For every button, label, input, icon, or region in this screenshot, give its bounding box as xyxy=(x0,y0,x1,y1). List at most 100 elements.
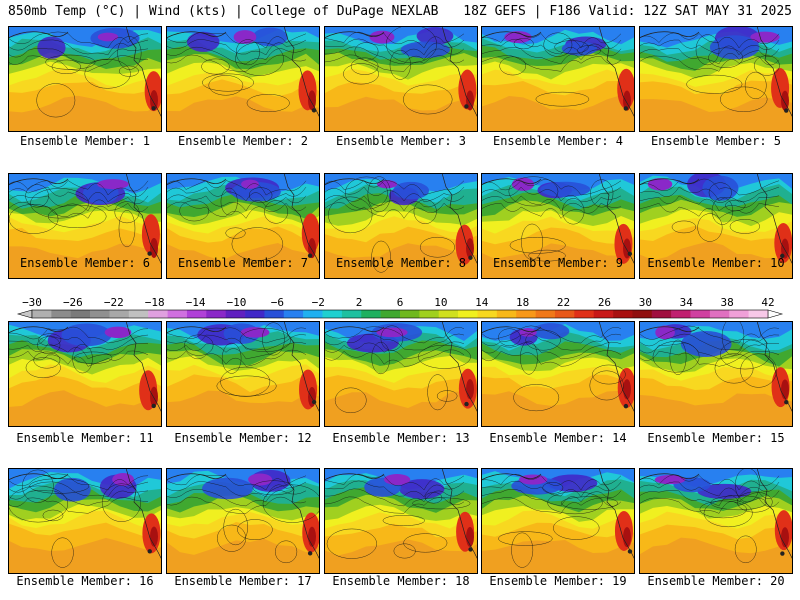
colorbar-tick-label: −10 xyxy=(227,296,247,309)
temperature-map xyxy=(166,173,320,279)
ensemble-map-panel xyxy=(481,26,635,132)
colorbar-left-arrow xyxy=(16,309,33,319)
temperature-map xyxy=(481,26,635,132)
colorbar-swatch xyxy=(225,310,246,318)
colorbar-swatch xyxy=(90,310,110,318)
colorbar-swatch xyxy=(283,310,304,318)
colorbar-tick-label: 34 xyxy=(680,296,694,309)
ensemble-map-panel xyxy=(639,468,793,574)
ensemble-map-panel xyxy=(8,321,162,427)
ensemble-member-label: Ensemble Member: 18 xyxy=(332,574,470,588)
ensemble-map-panel xyxy=(166,468,320,574)
temperature-map xyxy=(324,321,478,427)
temperature-map xyxy=(639,173,793,279)
colorbar-swatch xyxy=(651,310,672,318)
colorbar-swatch xyxy=(32,310,52,318)
colorbar-swatch xyxy=(438,310,459,318)
colorbar-tick-label: −18 xyxy=(145,296,165,309)
colorbar-swatch xyxy=(148,310,168,318)
colorbar-tick-label: −22 xyxy=(104,296,124,309)
colorbar-swatch xyxy=(477,310,498,318)
temperature-colorbar: −30 −26 −22 −18 −14 −10 −6 −2 2 6 10 14 18 22 26 30 34 38… xyxy=(10,296,790,320)
temperature-map xyxy=(8,173,162,279)
colorbar-swatch xyxy=(671,310,691,318)
colorbar-tick-label: 14 xyxy=(475,296,489,309)
colorbar-swatch xyxy=(109,310,130,318)
colorbar-swatch xyxy=(322,310,343,318)
ensemble-member-label: Ensemble Member: 16 xyxy=(16,574,154,588)
ensemble-map-panel xyxy=(639,173,793,279)
colorbar-swatch xyxy=(690,310,711,318)
ensemble-member-label: Ensemble Member: 6 xyxy=(19,256,151,270)
ensemble-member-label: Ensemble Member: 12 xyxy=(174,431,312,445)
ensemble-member-label: Ensemble Member: 4 xyxy=(492,134,624,148)
ensemble-map-panel xyxy=(324,26,478,132)
temperature-map xyxy=(8,321,162,427)
colorbar-swatch xyxy=(748,310,769,318)
temperature-map xyxy=(639,468,793,574)
colorbar-swatch xyxy=(380,310,401,318)
model-valid-time: 18Z GEFS | F186 Valid: 12Z SAT MAY 31 20… xyxy=(463,4,792,19)
colorbar-swatch xyxy=(496,310,517,318)
ensemble-map-panel xyxy=(324,173,478,279)
ensemble-map-panel xyxy=(324,321,478,427)
colorbar-swatch xyxy=(128,310,149,318)
ensemble-map-panel xyxy=(166,173,320,279)
ensemble-member-label: Ensemble Member: 1 xyxy=(19,134,151,148)
temperature-map xyxy=(166,26,320,132)
temperature-map xyxy=(481,468,635,574)
ensemble-map-panel xyxy=(166,26,320,132)
colorbar-swatch xyxy=(167,310,188,318)
colorbar-tick-label: 22 xyxy=(557,296,570,309)
colorbar-tick-label: −14 xyxy=(186,296,206,309)
colorbar-tick-label: −2 xyxy=(312,296,325,309)
colorbar-swatch xyxy=(554,310,575,318)
colorbar-tick-label: 30 xyxy=(639,296,652,309)
colorbar-right-arrow xyxy=(767,309,784,319)
colorbar-swatch xyxy=(632,310,653,318)
ensemble-map-panel xyxy=(324,468,478,574)
ensemble-map-panel xyxy=(639,321,793,427)
colorbar-swatch xyxy=(245,310,265,318)
colorbar-swatch xyxy=(516,310,536,318)
ensemble-member-label: Ensemble Member: 13 xyxy=(332,431,470,445)
colorbar-swatch xyxy=(574,310,594,318)
colorbar-tick-label: 38 xyxy=(720,296,733,309)
colorbar-swatch xyxy=(361,310,381,318)
ensemble-map-panel xyxy=(8,468,162,574)
ensemble-member-label: Ensemble Member: 3 xyxy=(335,134,467,148)
colorbar-swatch xyxy=(206,310,226,318)
colorbar-tick-label: 42 xyxy=(761,296,774,309)
colorbar-tick-label: −30 xyxy=(22,296,42,309)
colorbar-swatch xyxy=(264,310,285,318)
colorbar-tick-label: 26 xyxy=(598,296,611,309)
ensemble-member-label: Ensemble Member: 20 xyxy=(647,574,785,588)
ensemble-member-label: Ensemble Member: 19 xyxy=(489,574,627,588)
ensemble-member-label: Ensemble Member: 5 xyxy=(650,134,782,148)
ensemble-member-label: Ensemble Member: 10 xyxy=(647,256,785,270)
ensemble-member-label: Ensemble Member: 17 xyxy=(174,574,312,588)
colorbar-swatch xyxy=(458,310,478,318)
ensemble-map-panel xyxy=(639,26,793,132)
colorbar-swatch xyxy=(341,310,362,318)
temperature-map xyxy=(481,173,635,279)
temperature-map xyxy=(8,468,162,574)
colorbar-tick-label: 6 xyxy=(397,296,404,309)
colorbar-tick-label: −26 xyxy=(63,296,83,309)
ensemble-map-panel xyxy=(481,173,635,279)
temperature-map xyxy=(481,321,635,427)
colorbar-swatch xyxy=(70,310,91,318)
ensemble-member-label: Ensemble Member: 15 xyxy=(647,431,785,445)
colorbar-tick-label: −6 xyxy=(271,296,284,309)
colorbar-swatch xyxy=(303,310,323,318)
ensemble-member-label: Ensemble Member: 9 xyxy=(492,256,624,270)
colorbar-tick-label: 18 xyxy=(516,296,529,309)
ensemble-map-panel xyxy=(8,173,162,279)
temperature-map xyxy=(324,468,478,574)
temperature-map xyxy=(324,26,478,132)
colorbar-tick-label: 2 xyxy=(356,296,363,309)
colorbar-swatch xyxy=(400,310,420,318)
ensemble-member-label: Ensemble Member: 7 xyxy=(177,256,309,270)
ensemble-map-panel xyxy=(481,321,635,427)
colorbar-swatch xyxy=(613,310,633,318)
